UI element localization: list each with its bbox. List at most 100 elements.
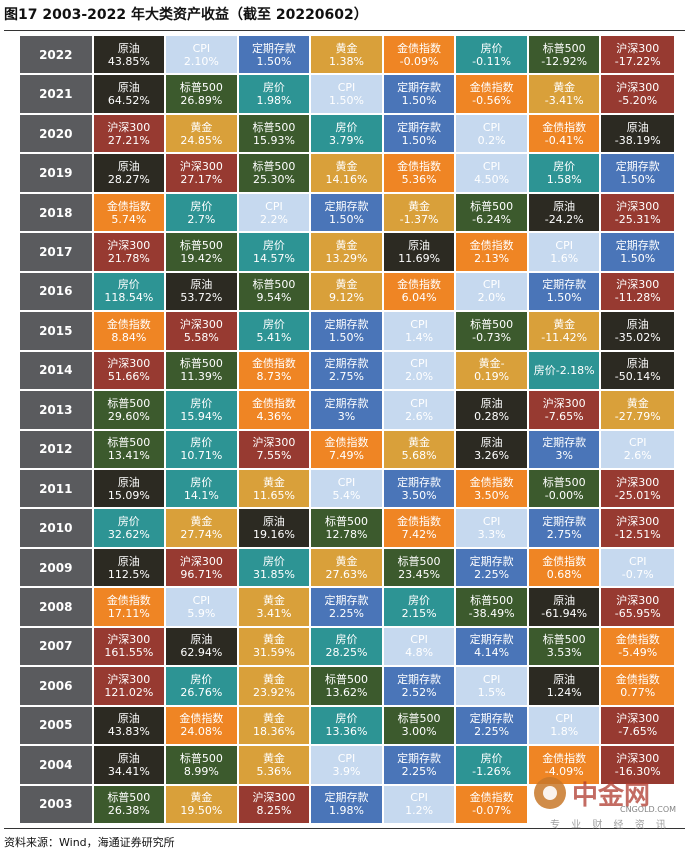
- asset-return-value: -24.2%: [544, 212, 584, 226]
- asset-return-value: 1.6%: [550, 251, 579, 265]
- asset-return-value: 2.6%: [623, 449, 652, 463]
- asset-name: 房价: [408, 594, 431, 608]
- asset-return-cell: 沪深300 -17.22%: [601, 36, 674, 74]
- asset-return-cell: 原油 19.16%: [238, 509, 310, 547]
- asset-name: 原油: [626, 120, 649, 134]
- asset-return-cell: 金债指数 0.68%: [528, 548, 600, 587]
- asset-return-cell: 原油 15.09%: [93, 469, 165, 508]
- asset-return-value: 7.49%: [329, 449, 364, 463]
- asset-name: 房价-2.18%: [533, 363, 595, 377]
- asset-name: 金债指数: [615, 672, 660, 686]
- asset-name: 定期存款: [397, 81, 442, 95]
- asset-name: 标普500: [179, 751, 223, 765]
- asset-return-value: 2.0%: [405, 370, 434, 384]
- asset-return-cell: 标普500 11.39%: [166, 351, 237, 390]
- asset-return-value: 1.4%: [405, 330, 434, 344]
- asset-name: 沪深300: [616, 751, 660, 765]
- asset-return-cell: 金债指数 -5.49%: [601, 627, 674, 666]
- asset-name: 标普500: [470, 317, 514, 331]
- asset-return-value: 13.41%: [107, 449, 150, 463]
- asset-return-value: -12.51%: [614, 528, 661, 542]
- asset-return-cell: CPI 1.8%: [528, 706, 600, 745]
- asset-return-value: 2.25%: [474, 567, 510, 581]
- asset-return-value: 1.38%: [329, 54, 364, 68]
- asset-return-cell: 房价 26.76%: [166, 667, 237, 705]
- asset-return-value: -0.56%: [472, 94, 512, 108]
- asset-return-value: 64.52%: [107, 94, 150, 108]
- asset-return-value: 2.0%: [477, 291, 506, 305]
- asset-name: 房价: [117, 278, 140, 292]
- asset-return-cell: 沪深300 -25.31%: [601, 193, 674, 232]
- asset-name: 黄金: [262, 751, 285, 765]
- asset-return-value: 1.50%: [401, 94, 437, 108]
- asset-return-cell: 金债指数 -0.56%: [456, 75, 527, 113]
- asset-return-cell: 标普500 13.62%: [311, 667, 382, 705]
- asset-name: 原油: [553, 199, 576, 213]
- asset-return-value: 43.83%: [107, 725, 150, 739]
- asset-return-value: 121.02%: [104, 685, 154, 699]
- year-label: 2020: [20, 114, 92, 153]
- asset-return-cell: 房价 14.57%: [238, 233, 310, 271]
- asset-return-cell: 黄金 19.50%: [166, 785, 237, 823]
- asset-return-value: 1.50%: [256, 54, 292, 68]
- asset-return-cell: 黄金 11.65%: [238, 469, 310, 508]
- asset-return-cell: 标普500 -6.24%: [456, 193, 527, 232]
- asset-return-value: 2.10%: [183, 54, 219, 68]
- asset-return-cell: 原油 112.5%: [93, 548, 165, 587]
- asset-name: 沪深300: [107, 633, 151, 647]
- year-label: 2019: [20, 154, 92, 192]
- asset-name: 房价: [262, 554, 285, 568]
- asset-name: 定期存款: [542, 436, 587, 450]
- asset-return-cell: 沪深300 -25.01%: [601, 469, 674, 508]
- asset-return-cell: CPI 2.6%: [383, 391, 455, 429]
- asset-return-value: 3%: [555, 449, 573, 463]
- year-label: 2018: [20, 193, 92, 232]
- asset-return-value: 7.55%: [256, 449, 292, 463]
- asset-return-value: 62.94%: [180, 646, 223, 660]
- asset-return-value: 0.19%: [474, 370, 510, 384]
- asset-name: CPI: [337, 81, 356, 95]
- asset-name: 沪深300: [179, 554, 223, 568]
- asset-return-cell: CPI 5.4%: [311, 469, 382, 508]
- asset-return-cell: 黄金 5.36%: [238, 746, 310, 784]
- asset-return-cell: 金债指数 0.77%: [601, 667, 674, 705]
- asset-return-cell: 房价 31.85%: [238, 548, 310, 587]
- asset-return-cell: 房价-2.18%: [528, 351, 600, 390]
- asset-return-cell: 房价 2.15%: [383, 588, 455, 626]
- asset-name: 原油: [117, 81, 140, 95]
- asset-return-cell: 金债指数 5.74%: [93, 193, 165, 232]
- asset-return-cell: 原油 0.28%: [456, 391, 527, 429]
- asset-return-cell: 定期存款 1.98%: [311, 785, 382, 823]
- asset-name: 黄金: [408, 199, 431, 213]
- asset-return-cell: 沪深300 121.02%: [93, 667, 165, 705]
- asset-return-cell: 标普500 26.89%: [166, 75, 237, 113]
- asset-name: 黄金: [335, 278, 358, 292]
- asset-name: CPI: [337, 475, 356, 489]
- asset-name: 沪深300: [179, 160, 223, 174]
- asset-name: 金债指数: [469, 238, 514, 252]
- asset-name: 房价: [190, 475, 213, 489]
- asset-return-cell: 原油 64.52%: [93, 75, 165, 113]
- asset-name: 定期存款: [324, 396, 369, 410]
- asset-name: 定期存款: [324, 317, 369, 331]
- asset-return-cell: CPI 1.4%: [383, 312, 455, 350]
- asset-name: 房价: [190, 199, 213, 213]
- asset-name: 标普500: [542, 633, 586, 647]
- asset-return-value: 4.36%: [256, 409, 292, 423]
- asset-return-cell: 房价 13.36%: [311, 706, 382, 745]
- footer-rule: [4, 828, 685, 829]
- asset-name: 标普500: [107, 436, 151, 450]
- asset-name: 标普500: [252, 120, 296, 134]
- asset-return-value: 2.13%: [474, 251, 510, 265]
- asset-return-value: 0.68%: [546, 567, 582, 581]
- asset-return-value: 6.04%: [401, 291, 437, 305]
- asset-return-cell: 黄金 31.59%: [238, 627, 310, 666]
- asset-return-value: 13.62%: [325, 685, 368, 699]
- asset-name: CPI: [410, 317, 428, 331]
- asset-return-value: 53.72%: [180, 291, 223, 305]
- asset-return-cell: 房价 32.62%: [93, 509, 165, 547]
- asset-return-cell: 标普500 15.93%: [238, 114, 310, 153]
- asset-return-cell: CPI -0.7%: [601, 548, 674, 587]
- asset-return-cell: 定期存款 1.50%: [311, 193, 382, 232]
- year-label: 2011: [20, 469, 92, 508]
